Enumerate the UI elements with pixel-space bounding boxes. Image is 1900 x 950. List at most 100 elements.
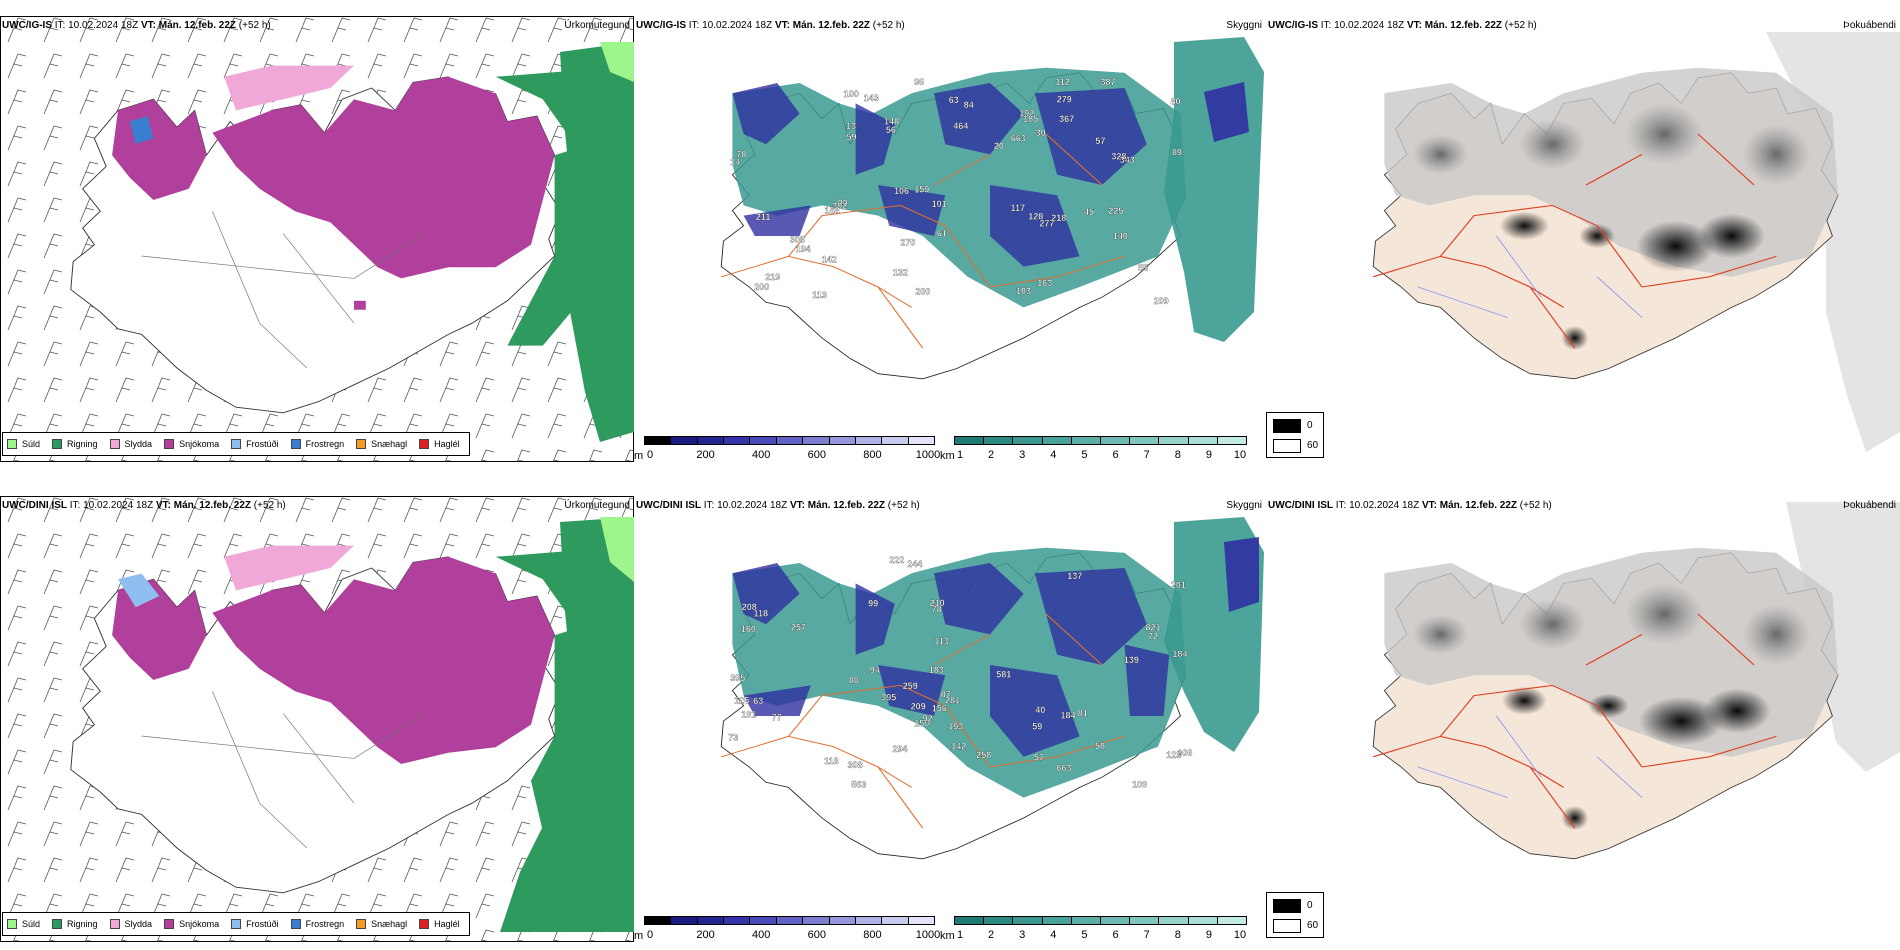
colorbar-segment bbox=[1012, 916, 1043, 925]
colorbar-tick: 400 bbox=[752, 929, 771, 941]
it-label: IT: bbox=[1320, 20, 1332, 31]
cloudbase-value: 78 bbox=[736, 150, 746, 160]
legend-label: Frostúði bbox=[246, 919, 279, 929]
cloudbase-value: 294 bbox=[893, 744, 908, 754]
cloudbase-value: 209 bbox=[911, 702, 926, 712]
cloud-map: 96 56 13 112 78 30 61 99 159 89 148 57 20 128 113 103 84… bbox=[720, 37, 1264, 380]
precip-title-row2: UWC/DINI ISL IT: 10.02.2024 18Z VT: Mán.… bbox=[2, 500, 286, 511]
colorbar-tick: 5 bbox=[1081, 449, 1088, 461]
cloudbase-value: 306 bbox=[1177, 748, 1192, 758]
cloudbase-value: 387 bbox=[1101, 77, 1116, 87]
legend-swatch bbox=[109, 919, 120, 929]
cloudbase-value: 96 bbox=[914, 77, 924, 87]
cloudbase-value: 63 bbox=[949, 95, 959, 105]
vt-value: Mán. 12.feb. 22Z bbox=[792, 20, 870, 31]
colorbar-tick: 1 bbox=[956, 929, 964, 941]
cloudbase-colorbar-row1: m 0 200 400 600 800 1000 bbox=[634, 436, 940, 466]
colorbar-segment bbox=[1070, 916, 1101, 925]
precip-title-row1: UWC/IG-IS IT: 10.02.2024 18Z VT: Mán. 12… bbox=[2, 20, 271, 31]
vt-label: VT: bbox=[789, 500, 805, 511]
precip-panel-row1: UWC/IG-IS IT: 10.02.2024 18Z VT: Mán. 12… bbox=[0, 12, 634, 462]
colorbar-segment bbox=[1158, 916, 1189, 925]
fog-panel-name: Þokuábendi bbox=[1843, 500, 1896, 511]
legend-item: Frostúði bbox=[231, 919, 279, 929]
colorbar-segment bbox=[802, 916, 830, 925]
colorbar-segment bbox=[749, 436, 777, 445]
colorbar-segment bbox=[775, 916, 804, 925]
colorbar-segment bbox=[907, 916, 935, 925]
cloudbase-value: 87 bbox=[941, 689, 951, 699]
cloud-title-row1: UWC/IG-IS IT: 10.02.2024 18Z VT: Mán. 12… bbox=[636, 20, 905, 31]
legend-swatch bbox=[356, 919, 367, 929]
cloudbase-value: 84 bbox=[964, 100, 974, 110]
precip-map bbox=[1, 497, 634, 941]
legend-swatch bbox=[7, 919, 17, 929]
legend-label: Snjókoma bbox=[179, 439, 220, 449]
colorbar-segment bbox=[696, 916, 725, 925]
vt-label: VT: bbox=[140, 20, 156, 31]
it-value: 10.02.2024 18Z bbox=[1349, 500, 1420, 511]
legend-swatch bbox=[164, 919, 175, 929]
cloudbase-value: 137 bbox=[1067, 571, 1082, 581]
legend-label: Frostregn bbox=[305, 439, 345, 449]
colorbar-tick: 600 bbox=[807, 449, 826, 461]
cloudbase-value: 244 bbox=[907, 559, 922, 569]
cloudbase-value: 99 bbox=[838, 198, 848, 208]
cloudbase-value: 328 bbox=[1111, 152, 1126, 162]
colorbar-segment bbox=[1129, 916, 1160, 925]
colorbar-segment bbox=[828, 436, 856, 445]
colorbar-segment bbox=[1216, 436, 1247, 445]
cloudbase-value: 20 bbox=[994, 141, 1004, 151]
legend-label: Frostúði bbox=[246, 439, 279, 449]
precip-panel-row2: UWC/DINI ISL IT: 10.02.2024 18Z VT: Mán.… bbox=[0, 492, 634, 942]
cloudbase-value: 277 bbox=[1039, 218, 1054, 228]
colorbar-tick: 3 bbox=[1019, 449, 1026, 461]
colorbar-segment bbox=[1100, 436, 1131, 445]
legend-item: Frostregn bbox=[290, 439, 345, 449]
cloudbase-value: 80 bbox=[849, 676, 859, 686]
it-value: 10.02.2024 18Z bbox=[68, 20, 139, 31]
cloudbase-value: 279 bbox=[1057, 95, 1072, 105]
vt-value: Mán. 12.feb. 22Z bbox=[173, 500, 251, 511]
colorbar-segment bbox=[1012, 436, 1043, 445]
fog-panel-row2: UWC/DINI ISL IT: 10.02.2024 18Z VT: Mán.… bbox=[1266, 492, 1900, 942]
legend-item: Haglél bbox=[419, 919, 460, 929]
cloudbase-value: 72 bbox=[1148, 632, 1158, 642]
cloudbase-value: 125 bbox=[734, 695, 749, 705]
legend-label: Snjókoma bbox=[179, 919, 220, 929]
cloudbase-value: 140 bbox=[1113, 231, 1128, 241]
colorbar-segment bbox=[1041, 916, 1072, 925]
colorbar-tick: 1 bbox=[956, 449, 964, 461]
cloudbase-value: 192 bbox=[1019, 109, 1034, 119]
cloudbase-value: 163 bbox=[1037, 278, 1052, 288]
colorbar-tick: 400 bbox=[752, 449, 771, 461]
cloudbase-value: 211 bbox=[756, 212, 771, 222]
legend-swatch bbox=[52, 919, 63, 929]
colorbar-tick: 3 bbox=[1019, 929, 1026, 941]
legend-item: Frostregn bbox=[290, 919, 344, 929]
cloudbase-labels: 125 73 57 58 80 156 222 150 109 395 81 99 77 59 63 123 7… bbox=[728, 555, 1192, 790]
colorbar-tick: 2 bbox=[988, 449, 995, 461]
colorbar-segment bbox=[775, 436, 804, 445]
colorbar-unit: m bbox=[634, 930, 644, 942]
fog-legend-swatch bbox=[1273, 919, 1301, 933]
colorbar-segment bbox=[1187, 436, 1218, 445]
colorbar-segment bbox=[854, 436, 883, 445]
legend-item: Súld bbox=[7, 919, 40, 929]
fog-legend-swatch bbox=[1273, 899, 1301, 913]
visibility-colorbar-row1: km 1 2 3 4 5 6 7 8 9 10 bbox=[940, 436, 1250, 466]
lead-time: (+52 h) bbox=[872, 20, 905, 31]
cloudbase-value: 142 bbox=[822, 254, 837, 264]
cloudbase-value: 45 bbox=[1084, 207, 1094, 217]
lead-time: (+52 h) bbox=[887, 500, 920, 511]
it-label: IT: bbox=[54, 20, 66, 31]
cloudbase-value: 160 bbox=[741, 624, 756, 634]
legend-item: Snæhagl bbox=[356, 919, 407, 929]
cloudbase-value: 59 bbox=[847, 132, 857, 142]
it-value: 10.02.2024 18Z bbox=[83, 500, 154, 511]
vt-value: Mán. 12.feb. 22Z bbox=[1439, 500, 1517, 511]
legend-item: Rigning bbox=[52, 439, 98, 449]
colorbar-unit: m bbox=[634, 450, 644, 462]
colorbar-segment bbox=[983, 916, 1014, 925]
precip-legend-row2: Súld Rigning Slydda Snjókoma Frostúði Frostre… bbox=[2, 912, 470, 936]
